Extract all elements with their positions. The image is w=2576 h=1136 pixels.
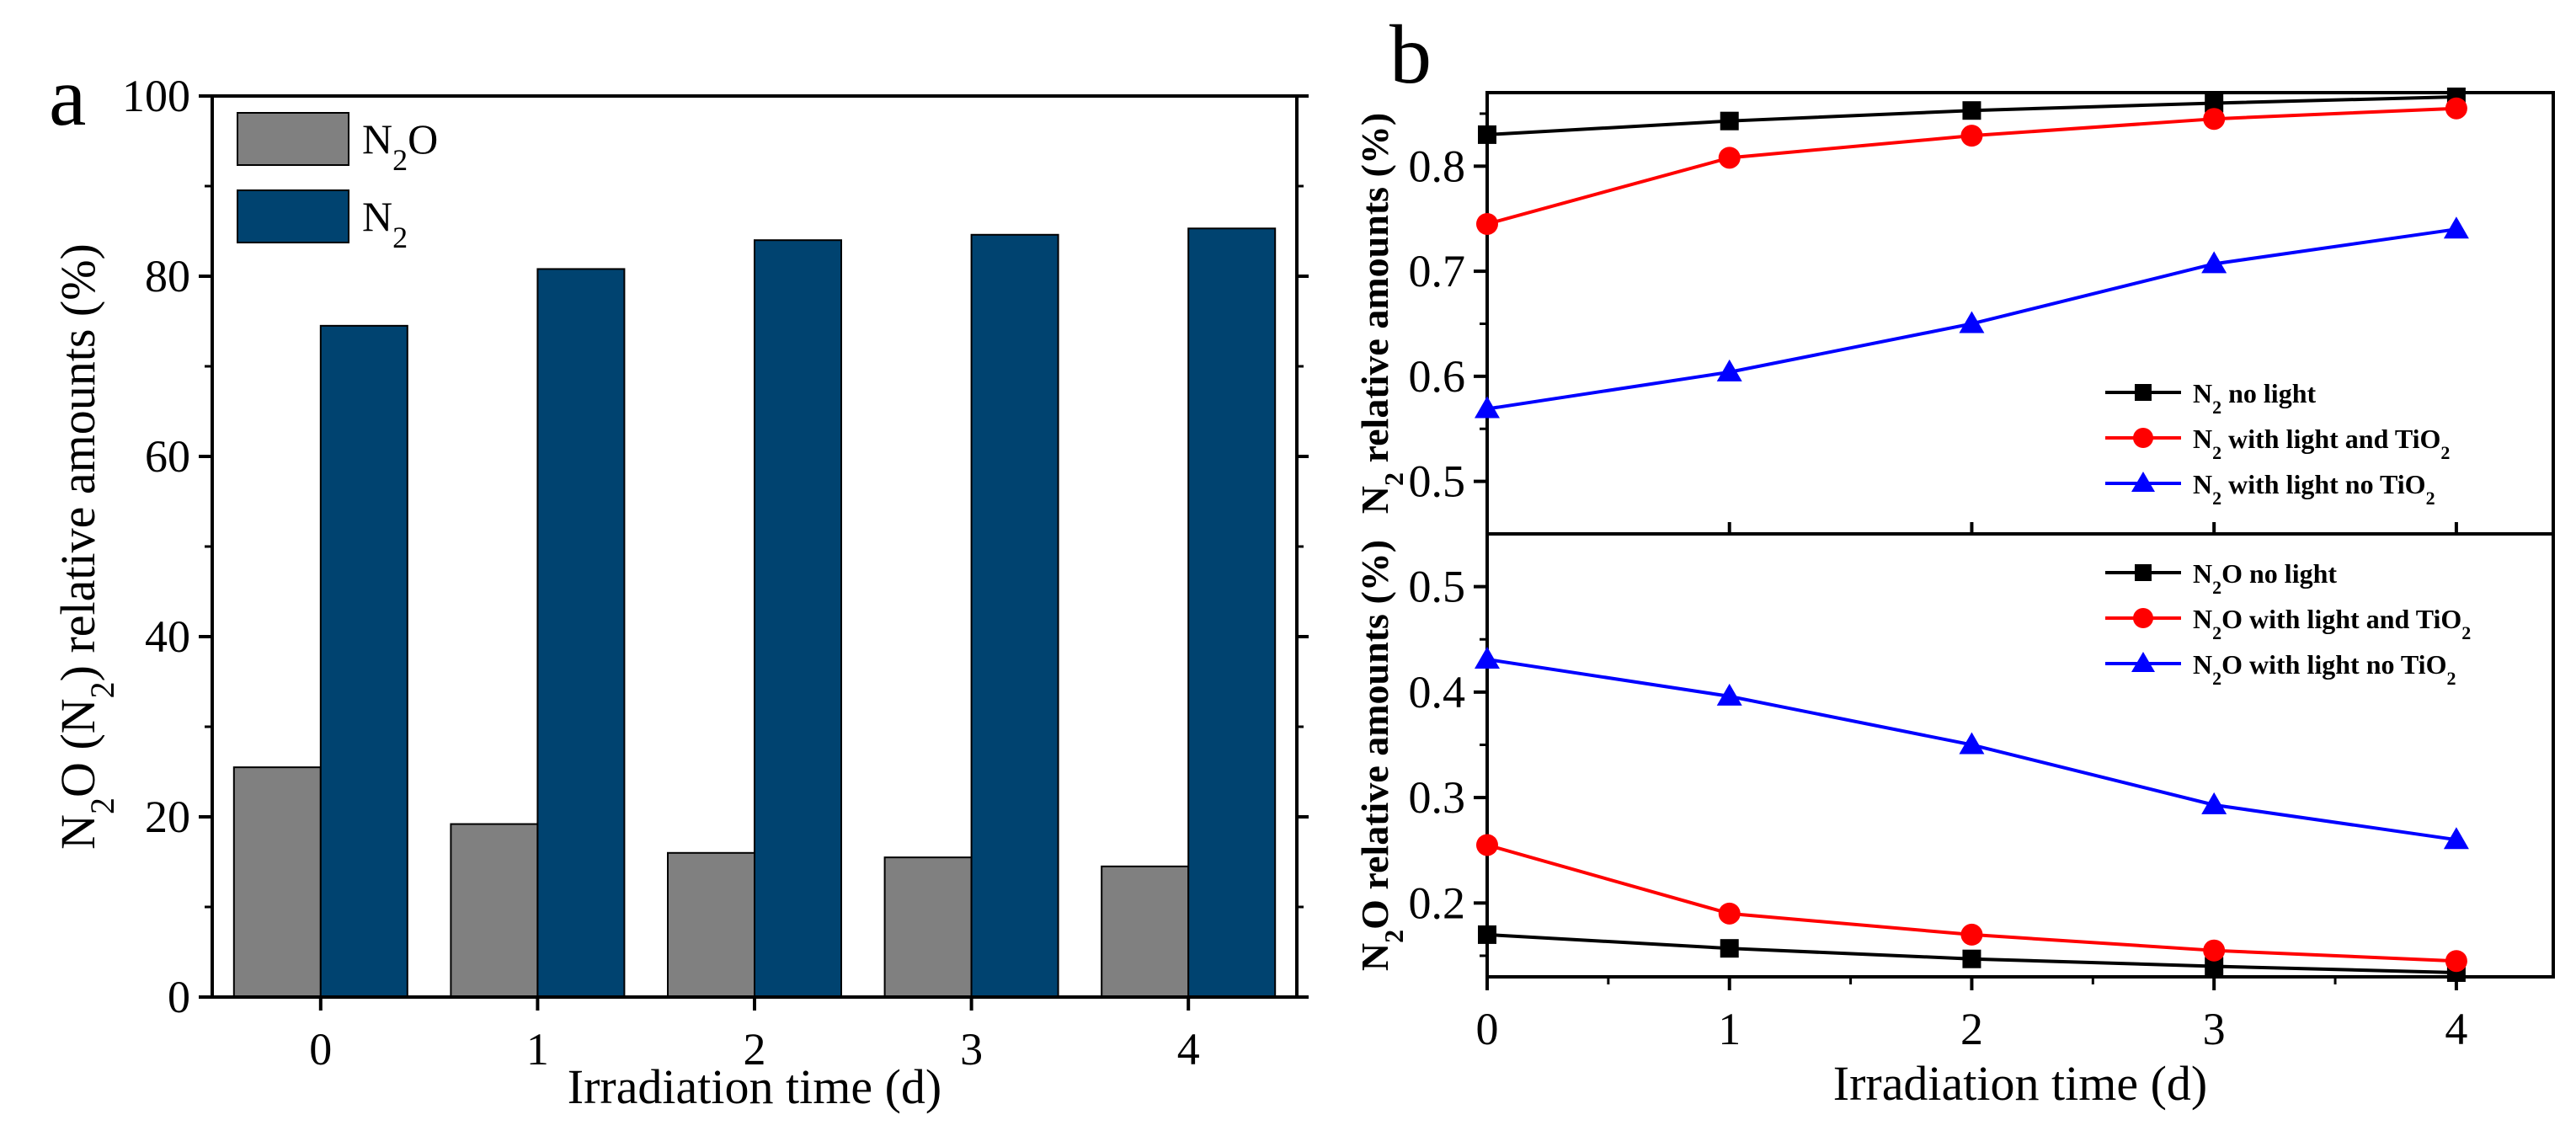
- bar-n2o-4: [1101, 865, 1190, 998]
- panel-b-bottom-line-chart: 0.2 0.3 0.4 0.5 N2O no light N2O with light a…: [1353, 532, 2555, 1111]
- legend-label-n2o: N2O: [362, 115, 438, 177]
- data-point-b-top-2-4: [2443, 216, 2469, 239]
- panel-label-b: b: [1389, 8, 1432, 101]
- data-point-b-top-1-0: [1476, 212, 1498, 235]
- y-tick-label-a: 0: [168, 972, 190, 1022]
- bar-n2-2: [754, 239, 842, 998]
- bar-n2o-2: [667, 851, 755, 998]
- y-tick-label-a: 20: [145, 792, 190, 842]
- y-tick-label-b-bottom: 0.4: [1409, 667, 1466, 717]
- legend-marker-b-bottom-0: [2135, 564, 2152, 581]
- data-point-b-bottom-0-1: [1720, 939, 1739, 958]
- x-tick-label-b-bottom: 1: [1718, 1004, 1741, 1054]
- data-point-b-bottom-2-3: [2201, 792, 2227, 814]
- x-tick-label-b-bottom: 0: [1476, 1004, 1499, 1054]
- bar-n2-0: [319, 324, 408, 999]
- data-point-b-top-0-0: [1478, 125, 1496, 144]
- x-tick-label-b-bottom: 2: [1960, 1004, 1983, 1054]
- legend-label-b-top-2: N2 with light no TiO2: [2193, 469, 2435, 509]
- legend-swatch-n2o: [237, 112, 349, 166]
- y-tick-label-b-bottom: 0.3: [1409, 772, 1466, 823]
- x-axis-title-b: Irradiation time (d): [1833, 1056, 2208, 1111]
- data-point-b-bottom-1-4: [2445, 950, 2467, 973]
- y-tick-label-a: 60: [145, 431, 190, 482]
- y-axis-title-a: N2O (N2) relative amounts (%): [51, 243, 121, 850]
- data-point-b-bottom-2-4: [2443, 827, 2469, 850]
- data-point-b-bottom-2-0: [1475, 647, 1500, 669]
- data-point-b-bottom-1-3: [2203, 939, 2226, 962]
- data-point-b-top-1-3: [2203, 108, 2226, 131]
- x-axis-title-a: Irradiation time (d): [568, 1059, 942, 1114]
- y-tick-label-b-top: 0.7: [1409, 246, 1466, 296]
- bar-n2-1: [536, 268, 626, 998]
- y-tick-label-b-top: 0.8: [1409, 141, 1466, 191]
- legend-marker-b-top-1: [2133, 428, 2153, 448]
- y-tick-label-b-top: 0.5: [1409, 456, 1466, 507]
- data-point-b-bottom-1-1: [1718, 902, 1741, 925]
- y-tick-label-a: 100: [122, 71, 190, 121]
- data-point-b-top-1-1: [1718, 147, 1741, 169]
- x-tick-label-b-bottom: 3: [2203, 1004, 2226, 1054]
- legend-label-b-top-1: N2 with light and TiO2: [2193, 424, 2450, 463]
- legend-label-b-bottom-2: N2O with light no TiO2: [2193, 649, 2456, 689]
- x-tick-label-a: 1: [526, 1024, 549, 1075]
- data-point-b-bottom-2-2: [1959, 732, 1985, 755]
- legend-swatch-n2: [237, 189, 349, 243]
- legend-marker-b-bottom-2: [2131, 652, 2155, 672]
- x-tick-label-a: 3: [960, 1024, 983, 1075]
- bar-n2-3: [970, 233, 1059, 998]
- legend-label-b-bottom-0: N2O no light: [2193, 558, 2337, 598]
- legend-label-n2: N2: [362, 193, 408, 254]
- plot-frame-b-bottom: [1485, 532, 2555, 979]
- x-tick-label-a: 4: [1177, 1024, 1200, 1075]
- x-tick-label-b-bottom: 4: [2445, 1004, 2467, 1054]
- data-point-b-top-0-2: [1962, 101, 1981, 120]
- data-point-b-top-2-3: [2201, 251, 2227, 274]
- y-tick-label-a: 80: [145, 251, 190, 301]
- data-point-b-top-0-3: [2205, 93, 2224, 113]
- data-point-b-bottom-2-1: [1716, 683, 1742, 706]
- bar-n2o-3: [883, 856, 973, 999]
- data-point-b-top-1-4: [2445, 97, 2467, 120]
- bar-n2o-1: [450, 823, 539, 998]
- x-tick-label-a: 0: [309, 1024, 332, 1075]
- legend-marker-b-top-2: [2131, 472, 2155, 492]
- legend-marker-b-bottom-1: [2133, 608, 2153, 628]
- x-tick-label-a: 2: [744, 1024, 766, 1075]
- legend-label-b-top-0: N2 no light: [2193, 378, 2316, 418]
- data-point-b-bottom-1-0: [1476, 834, 1498, 856]
- data-point-b-bottom-0-0: [1478, 925, 1496, 944]
- data-point-b-top-1-2: [1960, 125, 1983, 147]
- data-point-b-top-2-2: [1959, 311, 1985, 333]
- y-axis-title-b-bottom: N2O relative amounts (%): [1353, 540, 1409, 971]
- panel-label-a: a: [49, 50, 86, 143]
- panel-a-bar-chart: 0 20 40 60 80 100 0 1 2 3 4 Irradiation time (d) N2O…: [51, 71, 1309, 1114]
- y-axis-title-b-top: N2 relative amounts (%): [1353, 113, 1409, 514]
- y-tick-label-b-bottom: 0.5: [1409, 562, 1466, 612]
- y-tick-label-a: 40: [145, 611, 190, 662]
- data-point-b-top-2-1: [1716, 359, 1742, 381]
- bar-n2-4: [1187, 227, 1277, 999]
- legend-marker-b-top-0: [2135, 384, 2152, 401]
- data-point-b-bottom-0-2: [1962, 949, 1981, 968]
- panel-b-top-line-chart: 0.5 0.6 0.7 0.8 N2 no light N2 with light and…: [1353, 87, 2555, 536]
- y-tick-label-b-bottom: 0.2: [1409, 877, 1466, 928]
- data-point-b-top-2-0: [1475, 396, 1500, 419]
- y-tick-label-b-top: 0.6: [1409, 351, 1466, 402]
- bar-n2o-0: [232, 766, 322, 999]
- data-point-b-top-0-1: [1720, 111, 1739, 131]
- legend-label-b-bottom-1: N2O with light and TiO2: [2193, 604, 2471, 643]
- data-point-b-bottom-0-3: [2205, 957, 2224, 976]
- data-point-b-bottom-1-2: [1960, 923, 1983, 946]
